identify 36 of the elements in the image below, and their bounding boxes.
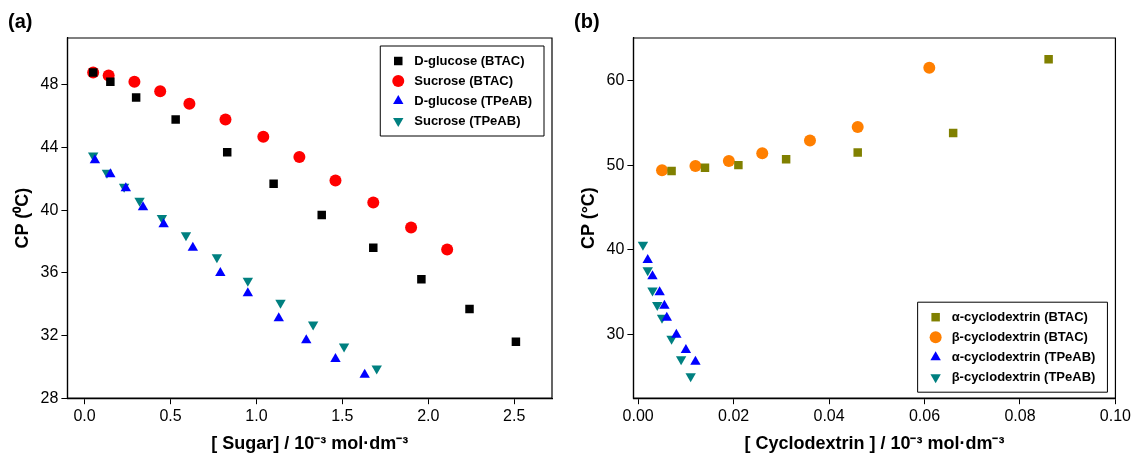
legend-label: β-cyclodextrin (BTAC) [951,328,1088,344]
y-axis-title: CP (°C) [577,187,598,250]
x-tick-label: 0.00 [622,407,654,425]
chart-title: (a) [8,9,33,32]
y-tick-label: 32 [40,325,59,343]
y-tick-label: 36 [40,263,59,281]
y-tick-label: 44 [40,138,59,156]
y-tick-label: 50 [606,155,625,173]
x-tick-label: 0.08 [1004,407,1036,425]
legend-label: α-cyclodextrin (BTAC) [951,308,1088,324]
x-axis-title: [ Cyclodextrin ] / 10⁻³ mol·dm⁻³ [744,433,1005,454]
x-tick-label: 0.06 [908,407,941,425]
chart-title: (b) [574,9,600,32]
legend-label: D-glucose (BTAC) [414,52,525,68]
x-tick-label: 1.5 [331,407,354,425]
y-tick-label: 48 [40,75,59,93]
x-axis-title: [ Sugar] / 10⁻³ mol·dm⁻³ [211,433,409,454]
y-tick-label: 30 [606,325,625,343]
legend-label: Sucrose (TPeAB) [414,112,521,128]
x-tick-label: 0.02 [718,407,750,425]
y-axis-title: CP (⁰C) [11,187,32,249]
legend-label: β-cyclodextrin (TPeAB) [951,368,1096,384]
legend-label: Sucrose (BTAC) [414,72,513,88]
y-tick-label: 40 [40,200,59,218]
x-tick-label: 0.10 [1099,407,1132,425]
x-tick-label: 2.0 [417,407,440,425]
x-tick-label: 1.0 [245,407,268,425]
y-tick-label: 60 [606,70,625,88]
x-tick-label: 0.5 [159,407,182,425]
y-tick-label: 40 [606,240,625,258]
legend-label: α-cyclodextrin (TPeAB) [951,348,1096,364]
y-tick-label: 28 [40,388,59,406]
x-tick-label: 0.04 [813,407,845,425]
x-tick-label: 0.0 [73,407,96,425]
x-tick-label: 2.5 [503,407,526,425]
legend-label: D-glucose (TPeAB) [414,92,532,108]
